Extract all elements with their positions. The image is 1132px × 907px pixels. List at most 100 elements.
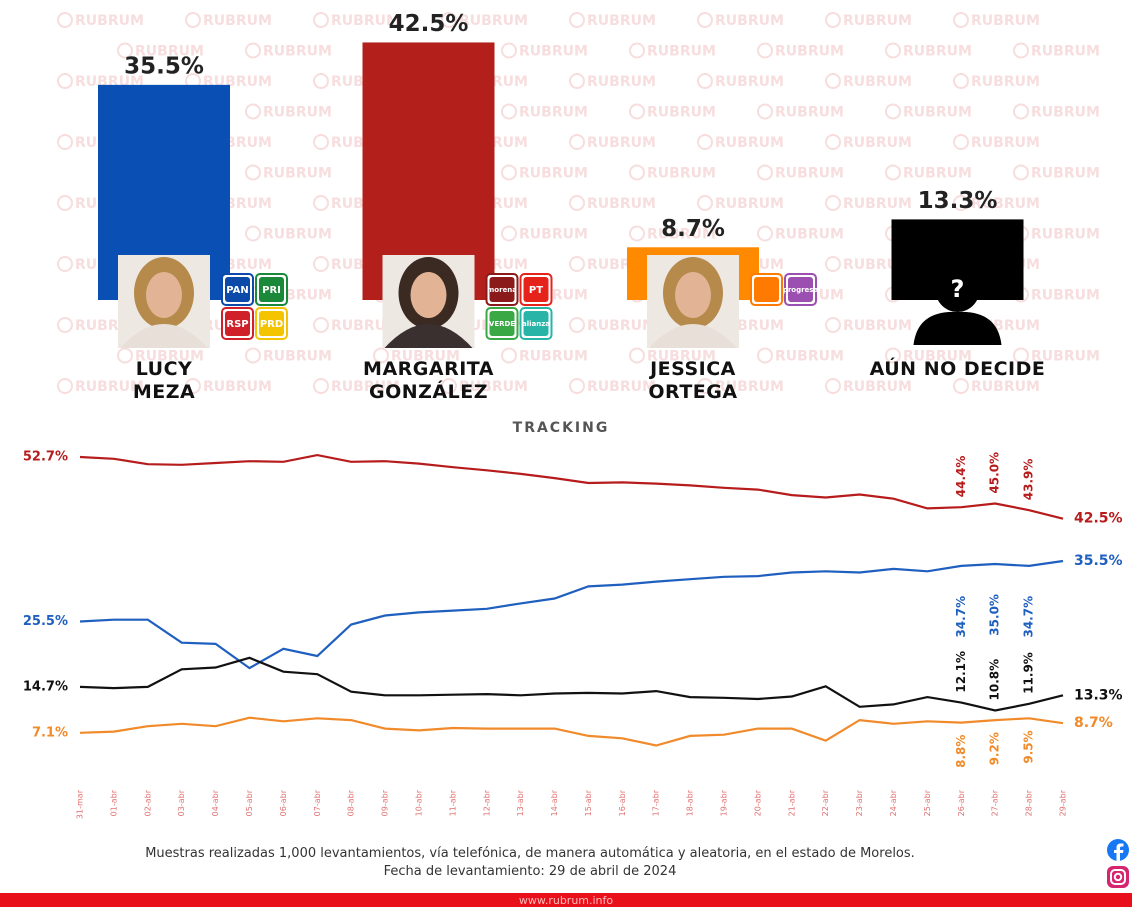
watermark-logo bbox=[1013, 164, 1029, 181]
candidate-name: MARGARITA GONZÁLEZ bbox=[363, 358, 494, 403]
watermark-text: RUBRUM bbox=[203, 379, 272, 395]
watermark-logo bbox=[57, 378, 73, 394]
watermark-logo bbox=[441, 378, 457, 394]
x-tick-label: 12-abr bbox=[482, 789, 491, 816]
x-tick-label: 04-abr bbox=[211, 789, 220, 816]
x-tick-label: 06-abr bbox=[279, 789, 288, 816]
watermark-logo bbox=[57, 256, 73, 272]
x-tick-label: 31-mar bbox=[76, 789, 85, 819]
value-label: 13.3% bbox=[1074, 687, 1123, 703]
watermark-logo bbox=[501, 347, 517, 364]
value-label: 9.2% bbox=[988, 732, 1002, 765]
value-label: 52.7% bbox=[23, 449, 68, 464]
value-label: 42.5% bbox=[389, 11, 469, 37]
x-tick-label: 23-abr bbox=[855, 789, 864, 816]
portrait bbox=[913, 268, 1002, 345]
watermark-logo bbox=[629, 347, 645, 364]
watermark-text: RUBRUM bbox=[903, 105, 972, 121]
x-tick-label: 24-abr bbox=[889, 789, 898, 816]
watermark-text: RUBRUM bbox=[903, 166, 972, 182]
watermark-text: RUBRUM bbox=[587, 196, 656, 212]
watermark-logo bbox=[117, 42, 133, 59]
watermark-text: RUBRUM bbox=[647, 105, 716, 121]
watermark-logo bbox=[953, 73, 969, 89]
instagram-icon[interactable] bbox=[1107, 866, 1129, 888]
watermark-text: RUBRUM bbox=[519, 44, 588, 60]
watermark-logo bbox=[757, 103, 773, 120]
x-tick-label: 08-abr bbox=[347, 789, 356, 816]
watermark-logo bbox=[313, 195, 329, 211]
x-tick-label: 11-abr bbox=[448, 789, 457, 816]
watermark-logo bbox=[697, 378, 713, 394]
party-logo-text: morena bbox=[487, 286, 517, 294]
watermark-text: RUBRUM bbox=[843, 13, 912, 29]
watermark-text: RUBRUM bbox=[1031, 44, 1100, 60]
line bbox=[79, 559, 1064, 670]
watermark-text: RUBRUM bbox=[775, 166, 844, 182]
candidate-name: LUCY MEZA bbox=[132, 358, 196, 403]
watermark-text: RUBRUM bbox=[75, 379, 144, 395]
watermark-logo bbox=[313, 12, 329, 28]
watermark-text: RUBRUM bbox=[1031, 166, 1100, 182]
watermark-logo bbox=[245, 225, 261, 242]
watermark-logo bbox=[825, 195, 841, 211]
x-tick-label: 02-abr bbox=[143, 789, 152, 816]
watermark-text: RUBRUM bbox=[971, 379, 1040, 395]
party-logo-fill bbox=[489, 277, 515, 302]
watermark-text: RUBRUM bbox=[587, 74, 656, 90]
face bbox=[675, 272, 711, 318]
line bbox=[79, 656, 1064, 712]
line bbox=[79, 716, 1064, 747]
watermark-logo bbox=[569, 73, 585, 89]
value-label: 11.9% bbox=[1022, 652, 1036, 694]
watermark-text: RUBRUM bbox=[715, 74, 784, 90]
value-label: 13.3% bbox=[918, 188, 998, 214]
watermark-text: RUBRUM bbox=[1031, 105, 1100, 121]
x-tick-label: 10-abr bbox=[414, 789, 423, 816]
watermark-text: RUBRUM bbox=[971, 135, 1040, 151]
watermark-text: RUBRUM bbox=[971, 196, 1040, 212]
watermark-text: RUBRUM bbox=[459, 379, 528, 395]
party-logo-text: PRD bbox=[260, 319, 283, 330]
watermark-logo bbox=[57, 195, 73, 211]
x-tick-label: 28-abr bbox=[1025, 789, 1034, 816]
party-logo-fill bbox=[788, 277, 813, 302]
watermark-logo bbox=[501, 164, 517, 181]
x-tick-label: 13-abr bbox=[516, 789, 525, 816]
watermark-logo bbox=[185, 12, 201, 28]
x-tick-label: 18-abr bbox=[686, 789, 695, 816]
watermark-text: RUBRUM bbox=[391, 349, 460, 365]
watermark-text: RUBRUM bbox=[971, 74, 1040, 90]
party-logo-fill bbox=[259, 277, 284, 302]
shoulders bbox=[384, 324, 473, 348]
watermark-text: RUBRUM bbox=[775, 105, 844, 121]
placeholder: ? bbox=[951, 275, 965, 303]
value-label: 34.7% bbox=[954, 596, 968, 638]
watermark-logo bbox=[569, 317, 585, 333]
watermark-text: RUBRUM bbox=[715, 196, 784, 212]
watermark-logo bbox=[825, 134, 841, 150]
watermark-logo bbox=[501, 225, 517, 242]
x-tick-label: 29-abr bbox=[1059, 789, 1068, 816]
facebook-icon[interactable] bbox=[1107, 839, 1129, 862]
watermark-logo bbox=[117, 347, 133, 364]
watermark-logo bbox=[629, 225, 645, 242]
x-tick-label: 09-abr bbox=[381, 789, 390, 816]
x-tick-label: 17-abr bbox=[652, 789, 661, 816]
x-tick-label: 05-abr bbox=[245, 789, 254, 816]
watermark-text: RUBRUM bbox=[843, 135, 912, 151]
watermark-text: RUBRUM bbox=[587, 379, 656, 395]
watermark-logo bbox=[953, 378, 969, 394]
watermark-text: RUBRUM bbox=[843, 379, 912, 395]
party-logo-text: progresa bbox=[783, 286, 819, 294]
watermark-logo bbox=[245, 347, 261, 364]
party-logo-fill bbox=[754, 277, 779, 302]
footer-date: Fecha de levantamiento: 29 de abril de 2… bbox=[383, 864, 677, 879]
watermark-logo bbox=[885, 347, 901, 364]
watermark-logo bbox=[569, 256, 585, 272]
party-logo-text: alianza bbox=[522, 320, 550, 328]
value-label: 25.5% bbox=[23, 614, 68, 629]
x-tick-label: 26-abr bbox=[957, 789, 966, 816]
party-logo-fill bbox=[523, 277, 549, 302]
